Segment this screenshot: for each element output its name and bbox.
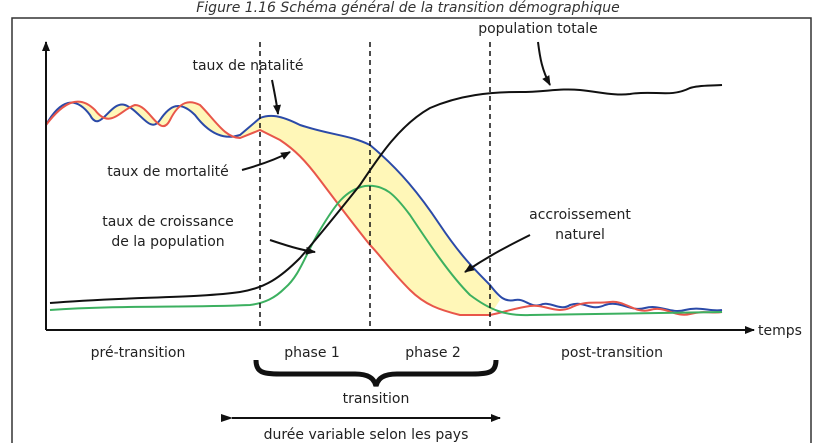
annotation-arrows xyxy=(241,41,551,273)
phase-label: post-transition xyxy=(561,345,663,361)
label: taux de croissance xyxy=(102,214,234,230)
label: naturel xyxy=(555,227,605,243)
phase-label: phase 2 xyxy=(405,345,461,361)
label: taux de natalité xyxy=(192,58,303,74)
natural-increase-area xyxy=(46,101,500,315)
phase-label: phase 1 xyxy=(284,345,340,361)
population-curve xyxy=(49,84,723,304)
phase-dividers xyxy=(259,42,491,330)
label: de la population xyxy=(111,234,224,250)
label: population totale xyxy=(478,21,598,37)
transition-brace xyxy=(253,359,499,387)
label: temps xyxy=(758,323,802,339)
title: Figure 1.16 Schéma général de la transit… xyxy=(196,0,620,16)
label: transition xyxy=(343,391,410,407)
label: accroissement xyxy=(529,207,631,223)
natality-curve xyxy=(45,101,723,312)
growth-curve xyxy=(49,184,723,317)
mortality-curve xyxy=(45,100,723,316)
phase-label: pré-transition xyxy=(91,345,186,361)
label: durée variable selon les pays xyxy=(264,427,469,443)
label: taux de mortalité xyxy=(107,164,229,180)
frame xyxy=(11,17,812,443)
